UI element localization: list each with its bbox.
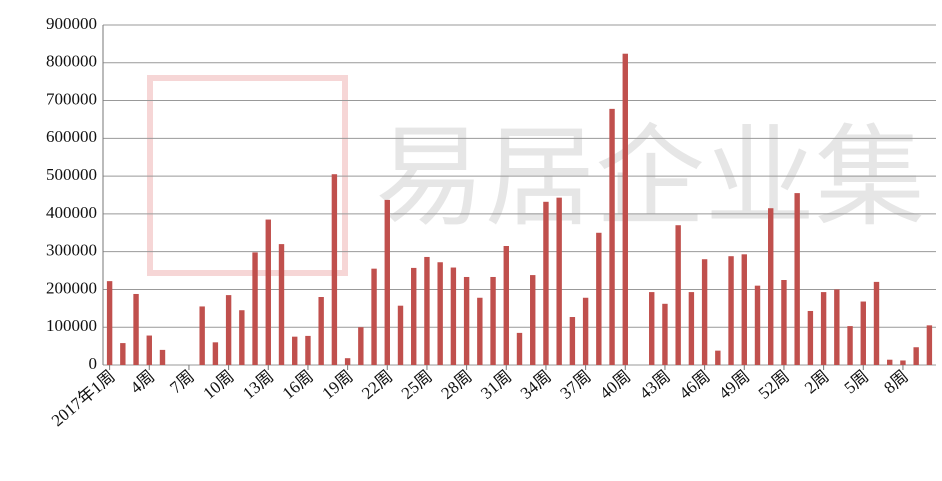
x-tick-label: 10周	[199, 367, 237, 403]
watermark-logo	[147, 75, 348, 276]
bar	[701, 259, 708, 365]
x-tick-label: 19周	[318, 367, 356, 403]
bar	[252, 252, 258, 365]
x-tick-label: 37周	[556, 367, 594, 403]
bar	[715, 350, 721, 365]
bar	[239, 310, 245, 365]
x-tick-label: 43周	[636, 367, 674, 403]
bar	[728, 256, 734, 365]
bar	[133, 293, 139, 365]
x-tick-label: 4周	[127, 367, 159, 398]
bar	[873, 281, 880, 365]
bar	[292, 336, 298, 365]
bar	[887, 359, 893, 365]
bar	[120, 343, 126, 365]
x-tick-label: 8周	[880, 367, 912, 398]
x-tick-label: 49周	[715, 367, 753, 403]
bar	[543, 201, 549, 365]
bar	[609, 108, 615, 365]
bar	[424, 256, 430, 365]
x-tick-label: 7周	[166, 367, 198, 398]
y-tick-label: 100000	[46, 316, 97, 335]
bar	[278, 244, 285, 365]
x-tick-label: 22周	[358, 367, 396, 403]
bar	[649, 292, 655, 365]
x-tick-label: 34周	[517, 367, 555, 403]
bar	[437, 262, 443, 365]
bar	[358, 327, 364, 365]
bar	[794, 193, 800, 365]
bar	[450, 267, 457, 365]
bar	[834, 289, 840, 365]
bar	[318, 297, 324, 365]
bar	[212, 342, 219, 365]
y-tick-label: 0	[89, 354, 98, 373]
x-tick-label: 31周	[477, 367, 515, 403]
y-tick-label: 200000	[46, 278, 97, 297]
x-tick-label: 52周	[755, 367, 793, 403]
bar	[622, 53, 628, 365]
bar	[754, 285, 761, 365]
bar	[807, 310, 814, 365]
bar	[860, 301, 866, 365]
bar	[503, 246, 509, 365]
x-tick-label: 46周	[675, 367, 713, 403]
bar	[582, 297, 589, 365]
x-tick-label: 2017年1周	[48, 367, 119, 431]
bar	[596, 232, 602, 365]
bar	[741, 254, 747, 365]
bar	[688, 292, 695, 365]
bar	[159, 349, 166, 365]
bar	[331, 174, 338, 365]
bar	[675, 225, 681, 365]
bar	[926, 325, 933, 365]
bar	[463, 276, 470, 365]
y-tick-label: 800000	[46, 52, 97, 71]
bar	[397, 305, 404, 365]
bar	[477, 297, 483, 365]
x-tick-label: 28周	[437, 367, 475, 403]
bar	[384, 199, 390, 365]
bar	[146, 335, 152, 365]
y-tick-label: 900000	[46, 14, 97, 33]
bar	[847, 326, 853, 365]
watermark: 易居企业集	[375, 113, 925, 241]
x-tick-label: 13周	[239, 367, 277, 403]
x-tick-label: 25周	[398, 367, 436, 403]
bar	[913, 347, 919, 365]
bar	[569, 317, 576, 365]
bar	[768, 208, 774, 365]
bar	[530, 275, 536, 365]
y-tick-label: 500000	[46, 165, 97, 184]
bar	[820, 292, 827, 365]
bar	[781, 280, 787, 365]
bar	[265, 219, 271, 365]
bar	[225, 295, 232, 365]
bar	[556, 197, 562, 365]
y-tick-label: 400000	[46, 203, 97, 222]
x-tick-label: 16周	[279, 367, 317, 403]
y-tick-label: 700000	[46, 89, 97, 108]
bar	[900, 360, 906, 365]
bar	[371, 268, 377, 365]
x-tick-label: 2周	[801, 367, 833, 398]
x-tick-label: 40周	[596, 367, 634, 403]
y-tick-label: 300000	[46, 241, 97, 260]
x-tick-label: 5周	[841, 367, 873, 398]
bar	[344, 358, 351, 365]
bar	[662, 303, 668, 365]
bar	[305, 335, 311, 365]
y-tick-label: 600000	[46, 127, 97, 146]
bar	[199, 306, 205, 365]
bar	[106, 281, 113, 365]
bar	[516, 332, 523, 365]
bar	[490, 276, 496, 365]
bar	[411, 267, 417, 365]
